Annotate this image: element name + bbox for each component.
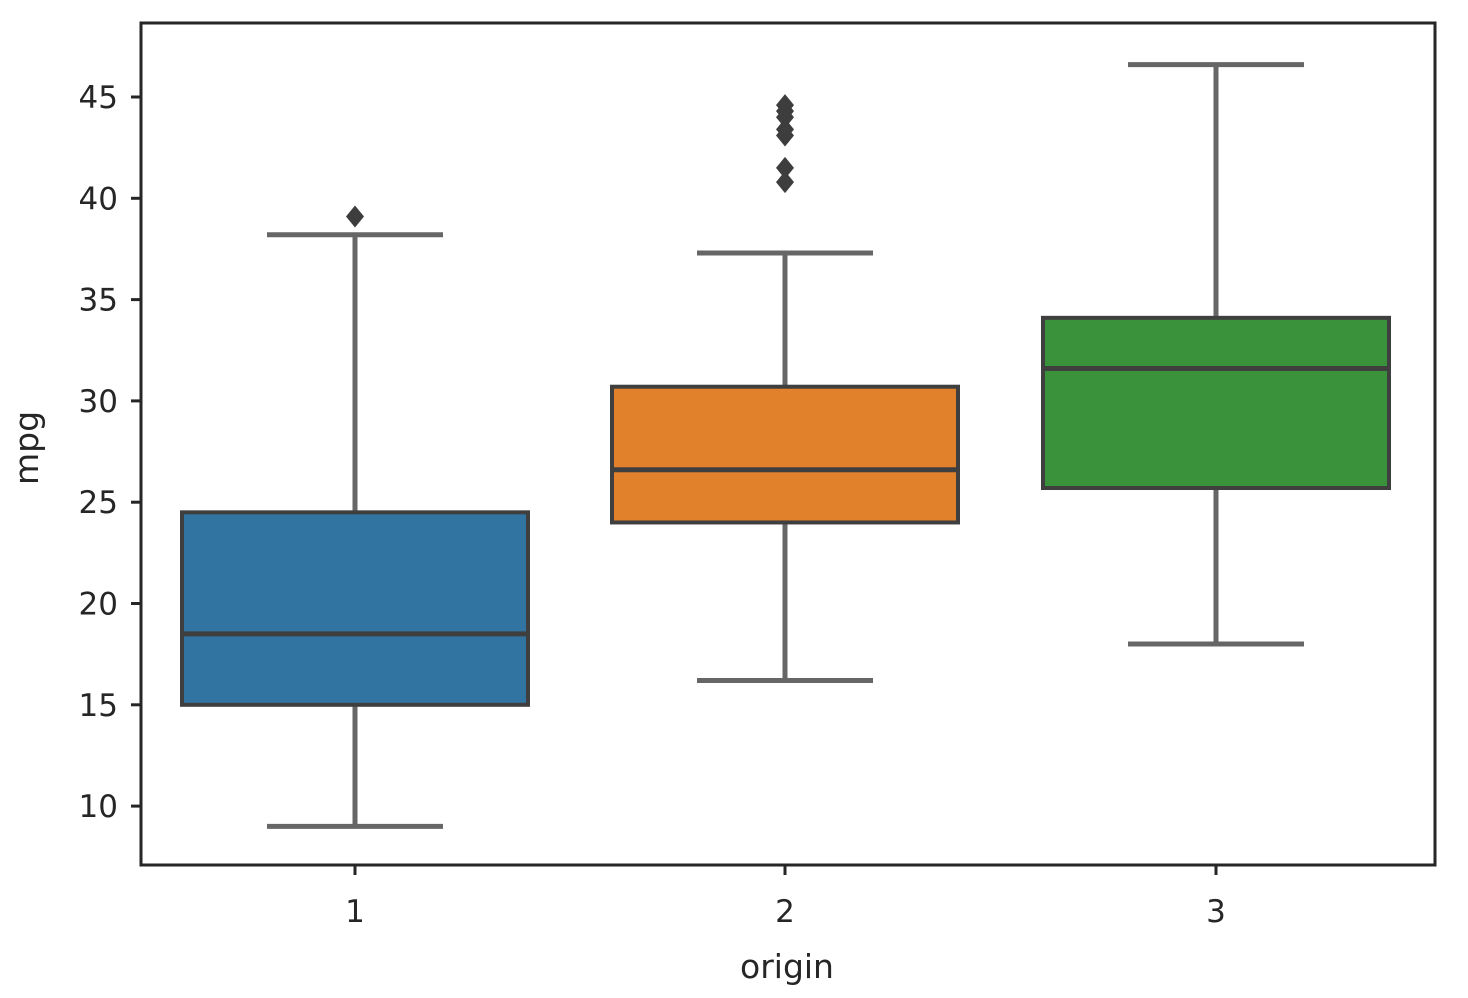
y-tick-label: 25 xyxy=(79,485,118,521)
outlier-marker xyxy=(776,171,794,194)
box xyxy=(610,384,960,525)
y-tick-label: 15 xyxy=(79,688,118,724)
plot-frame xyxy=(139,21,1437,867)
box-group-1 xyxy=(180,205,530,829)
outlier-marker xyxy=(776,118,794,141)
box xyxy=(180,510,530,707)
x-tick-label: 2 xyxy=(775,894,795,930)
y-tick-label: 30 xyxy=(79,384,118,420)
plot-area xyxy=(180,62,1391,829)
y-tick-label: 10 xyxy=(79,789,118,825)
x-tick-label: 1 xyxy=(345,894,365,930)
box-group-2 xyxy=(610,94,960,683)
x-axis: 1 2 3 xyxy=(345,865,1226,930)
outlier-marker xyxy=(776,156,794,179)
x-tick-label: 3 xyxy=(1206,894,1226,930)
y-axis: 10 15 20 25 30 35 40 45 xyxy=(79,80,141,825)
x-axis-label: origin xyxy=(740,947,834,986)
box-group-3 xyxy=(1041,62,1391,647)
y-tick-label: 40 xyxy=(79,181,118,217)
outlier-marker xyxy=(776,94,794,117)
y-tick-label: 35 xyxy=(79,283,118,319)
y-axis-label: mpg xyxy=(7,411,46,485)
box xyxy=(1041,315,1391,491)
outlier-marker xyxy=(346,205,364,228)
y-tick-label: 20 xyxy=(79,587,118,623)
y-tick-label: 45 xyxy=(79,80,118,116)
